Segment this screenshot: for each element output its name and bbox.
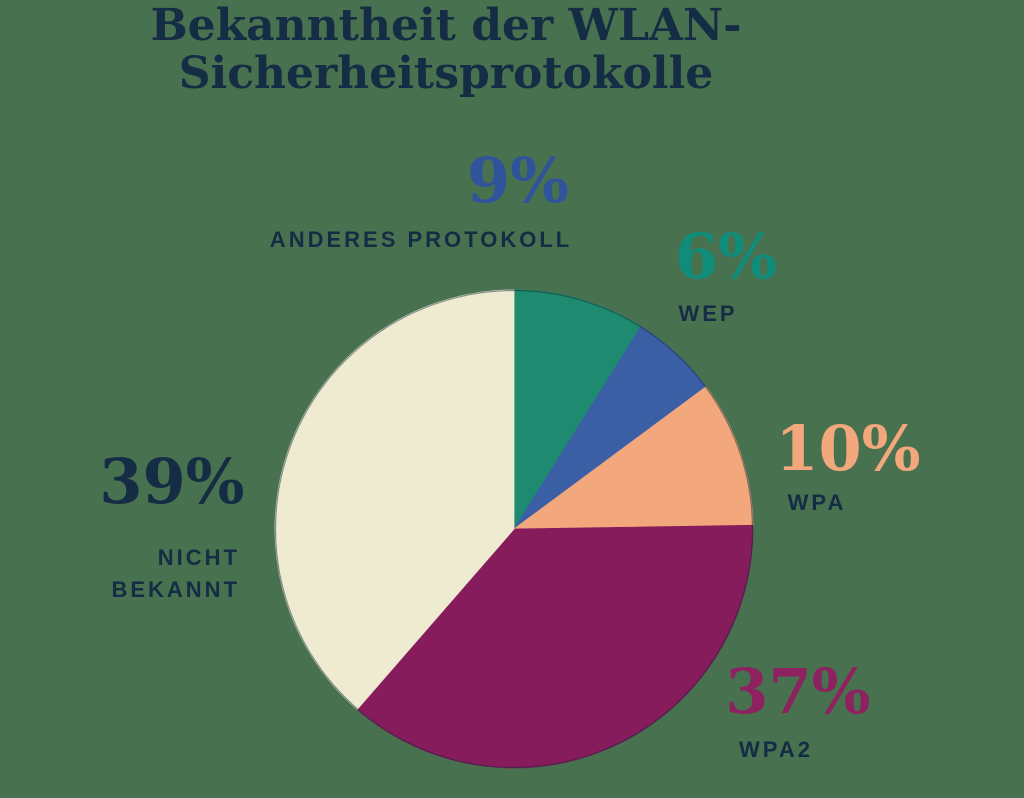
slice-percentage-anderes-protokoll: 9% xyxy=(466,144,570,217)
pie-chart xyxy=(274,289,754,769)
slice-percentage-wpa: 10% xyxy=(775,412,921,485)
pie-chart-svg xyxy=(274,289,754,769)
slice-label-nicht-bekannt: NICHT BEKANNT xyxy=(111,545,240,602)
pie-outline-ring xyxy=(274,289,754,769)
slice-percentage-nicht-bekannt: 39% xyxy=(99,445,245,518)
slice-label-wpa2: WPA2 xyxy=(739,737,813,762)
slice-label-wep: WEP xyxy=(678,301,738,326)
slice-label-anderes-protokoll: ANDERES PROTOKOLL xyxy=(269,227,573,252)
chart-title-line-2: Sicherheitsprotokolle xyxy=(178,48,714,99)
slice-percentage-wpa2: 37% xyxy=(725,655,871,728)
chart-title: Bekanntheit der WLAN- Sicherheitsprotoko… xyxy=(150,2,741,98)
slice-percentage-wep: 6% xyxy=(674,220,778,293)
chart-title-line-1: Bekanntheit der WLAN- xyxy=(150,0,742,51)
slice-label-wpa: WPA xyxy=(787,490,847,515)
